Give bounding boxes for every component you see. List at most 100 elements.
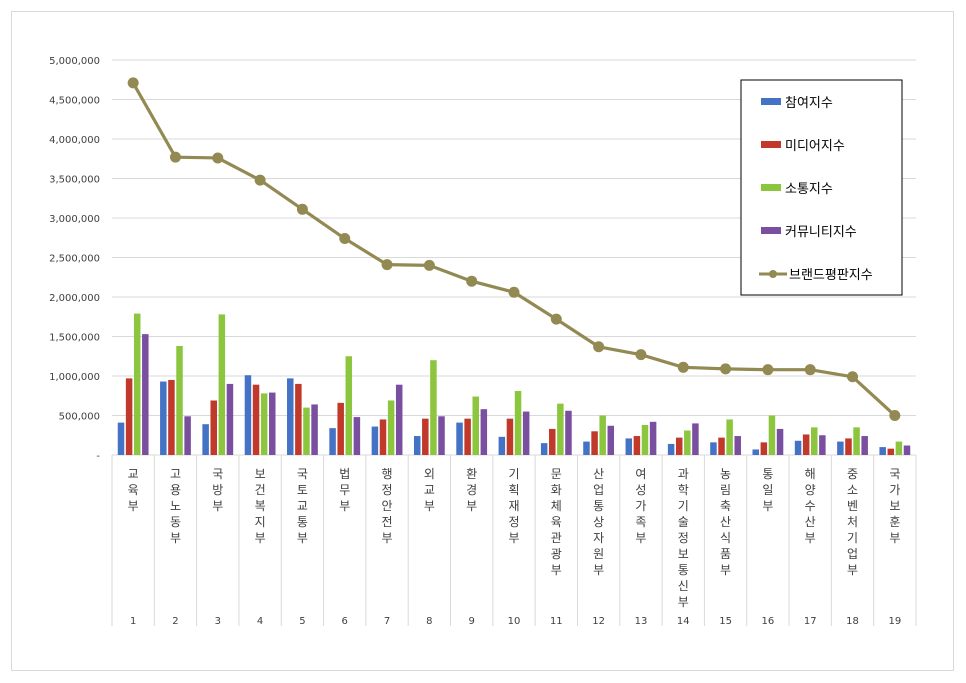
x-rank-label: 16 [762, 616, 775, 627]
bar [633, 436, 641, 455]
x-rank-label: 7 [384, 616, 390, 627]
x-axis: 교 육 부 1 고 용 노 동 부 2 국 방 부 3 보 건 복 지 부 4 국 토 교 통 부 5 법 무 부 6 행 정 안 전 부 7 외 교 부 8… [111, 454, 917, 627]
bar [133, 313, 141, 455]
bar [776, 428, 784, 455]
line-point [381, 259, 393, 271]
x-rank-label: 14 [677, 616, 690, 627]
line-point [762, 364, 774, 376]
bar [599, 415, 606, 455]
bar [794, 440, 802, 455]
bar [549, 428, 556, 455]
x-rank-label: 15 [719, 616, 732, 627]
legend-label: 커뮤니티지수 [785, 225, 857, 240]
bar [734, 436, 741, 455]
bar [845, 438, 852, 455]
bar [395, 384, 403, 455]
bar [641, 424, 649, 455]
bar [329, 428, 336, 455]
bar [760, 442, 768, 455]
bar [498, 436, 506, 455]
legend-swatch [761, 98, 781, 105]
chart: - 500,000 1,000,000 1,500,000 2,000,000 2,500… [49, 56, 917, 627]
x-rank-label: 8 [426, 616, 432, 627]
bar [752, 449, 759, 455]
x-rank-label: 4 [257, 616, 263, 627]
bar [260, 393, 268, 455]
bar [591, 431, 598, 455]
x-rank-label: 13 [635, 616, 648, 627]
bar [583, 441, 590, 455]
line-point [550, 313, 562, 325]
bar [853, 427, 860, 455]
x-rank-label: 11 [550, 616, 563, 627]
line-point [804, 364, 816, 376]
bar [430, 360, 437, 455]
line-point [466, 275, 478, 287]
bar [811, 427, 818, 455]
bar [295, 383, 302, 455]
bar [625, 438, 633, 455]
bar [557, 403, 564, 455]
bar [371, 426, 379, 455]
bar [226, 383, 234, 455]
y-tick-label: 500,000 [59, 412, 100, 423]
y-tick-label: 5,000,000 [49, 56, 100, 67]
bar [718, 437, 725, 455]
y-tick-label: 4,500,000 [49, 96, 100, 107]
line-point [677, 361, 689, 373]
line-point [720, 363, 732, 375]
line-point [889, 410, 901, 421]
x-rank-label: 9 [468, 616, 474, 627]
bar [887, 448, 895, 455]
line-point [339, 233, 351, 245]
line-point [296, 203, 308, 215]
bar [802, 434, 810, 455]
bar [667, 443, 675, 455]
bar [819, 435, 826, 455]
bar [514, 391, 522, 455]
bar [311, 404, 318, 455]
legend-label: 브랜드평판지수 [789, 268, 873, 283]
bar [649, 421, 657, 455]
bar [184, 416, 191, 455]
bar [125, 378, 133, 455]
legend-label: 참여지수 [785, 96, 833, 111]
legend-label: 소통지수 [785, 182, 833, 197]
bar [768, 415, 776, 455]
bar [607, 425, 615, 455]
bar [456, 422, 463, 455]
x-rank-label: 10 [508, 616, 521, 627]
y-tick-label: 2,000,000 [49, 293, 100, 304]
legend-swatch-marker [769, 270, 777, 278]
bar [726, 419, 733, 455]
x-rank-label: 6 [342, 616, 348, 627]
bar [244, 375, 252, 455]
bar [506, 418, 514, 455]
line-point [635, 349, 647, 361]
bar [337, 402, 344, 455]
bar [168, 379, 175, 455]
y-tick-label: 4,000,000 [49, 135, 100, 146]
bar [675, 437, 683, 455]
legend-swatch [761, 141, 781, 148]
bar [202, 424, 209, 455]
bar [413, 436, 421, 455]
bar [480, 409, 488, 455]
bar [903, 445, 911, 455]
x-rank-label: 3 [215, 616, 221, 627]
